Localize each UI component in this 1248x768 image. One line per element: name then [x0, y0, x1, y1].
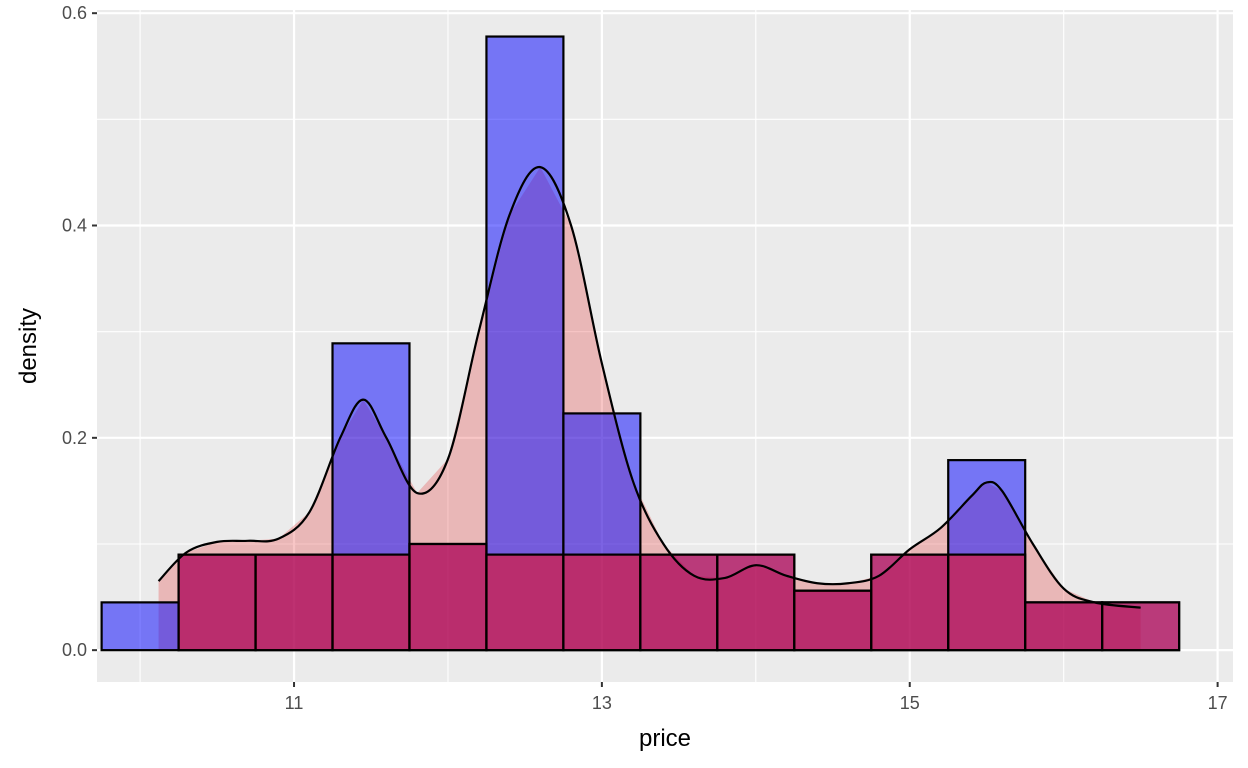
y-tick-label: 0.6 [62, 3, 87, 23]
histogram-bar [331, 553, 411, 652]
y-tick-label: 0.0 [62, 640, 87, 660]
histogram-bar [793, 589, 873, 652]
histogram-series-2 [177, 542, 1181, 652]
bars-layer [100, 35, 1181, 652]
y-tick-label: 0.2 [62, 428, 87, 448]
y-axis: 0.0 0.2 0.4 0.6 [62, 3, 97, 660]
histogram-bar [485, 553, 565, 652]
x-axis-title: price [639, 725, 691, 752]
density-curve [157, 166, 1141, 609]
histogram-bar [177, 553, 257, 652]
x-axis: 11 13 15 17 [285, 682, 1228, 713]
y-axis-title: density [15, 308, 42, 384]
density-curve-layer [157, 166, 1141, 609]
histogram-bar [485, 35, 565, 652]
histogram-bar [947, 553, 1027, 652]
x-tick-label: 11 [285, 693, 304, 713]
histogram-bar [716, 553, 796, 652]
histogram-bar [562, 553, 642, 652]
histogram-bar [100, 601, 180, 652]
x-tick-label: 13 [592, 693, 612, 713]
histogram-bar [639, 553, 719, 652]
y-tick-label: 0.4 [62, 216, 87, 236]
histogram-bar [1024, 601, 1104, 652]
histogram-bar [870, 553, 950, 652]
histogram-bar [254, 553, 334, 652]
histogram-bar [408, 542, 488, 652]
grid-minor [97, 10, 1233, 682]
x-tick-label: 15 [900, 693, 920, 713]
x-tick-label: 17 [1208, 693, 1228, 713]
histogram-bar [1101, 601, 1181, 652]
